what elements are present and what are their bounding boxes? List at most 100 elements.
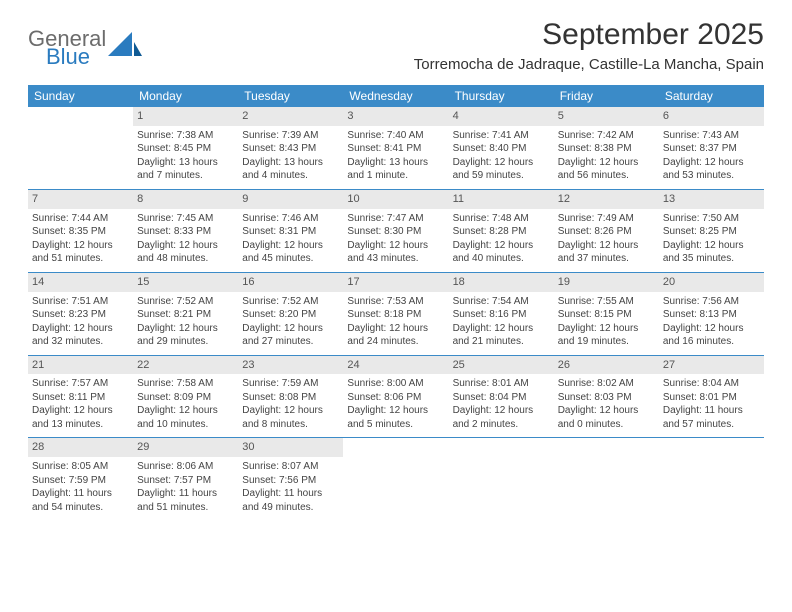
day-number: 19 [554,273,659,292]
sunset-text: Sunset: 7:57 PM [137,474,234,488]
day-cell: 30Sunrise: 8:07 AMSunset: 7:56 PMDayligh… [238,438,343,520]
day-number: 21 [28,356,133,375]
sunrise-text: Sunrise: 8:01 AM [453,377,550,391]
sunrise-text: Sunrise: 7:59 AM [242,377,339,391]
sunrise-text: Sunrise: 7:54 AM [453,295,550,309]
daylight-text: Daylight: 12 hours and 48 minutes. [137,239,234,266]
empty-cell [449,438,554,520]
weekday-sunday: Sunday [28,85,133,107]
day-cell: 26Sunrise: 8:02 AMSunset: 8:03 PMDayligh… [554,356,659,438]
day-cell: 10Sunrise: 7:47 AMSunset: 8:30 PMDayligh… [343,190,448,272]
day-cell: 6Sunrise: 7:43 AMSunset: 8:37 PMDaylight… [659,107,764,189]
day-cell: 3Sunrise: 7:40 AMSunset: 8:41 PMDaylight… [343,107,448,189]
day-cell: 7Sunrise: 7:44 AMSunset: 8:35 PMDaylight… [28,190,133,272]
day-cell: 27Sunrise: 8:04 AMSunset: 8:01 PMDayligh… [659,356,764,438]
day-number: 5 [554,107,659,126]
daylight-text: Daylight: 12 hours and 10 minutes. [137,404,234,431]
day-cell: 2Sunrise: 7:39 AMSunset: 8:43 PMDaylight… [238,107,343,189]
sunset-text: Sunset: 8:33 PM [137,225,234,239]
sunset-text: Sunset: 8:25 PM [663,225,760,239]
sunrise-text: Sunrise: 7:52 AM [137,295,234,309]
empty-cell [28,107,133,189]
day-number: 11 [449,190,554,209]
day-number: 10 [343,190,448,209]
daylight-text: Daylight: 12 hours and 43 minutes. [347,239,444,266]
daylight-text: Daylight: 12 hours and 56 minutes. [558,156,655,183]
day-cell: 12Sunrise: 7:49 AMSunset: 8:26 PMDayligh… [554,190,659,272]
daylight-text: Daylight: 12 hours and 51 minutes. [32,239,129,266]
day-cell: 14Sunrise: 7:51 AMSunset: 8:23 PMDayligh… [28,273,133,355]
day-cell: 15Sunrise: 7:52 AMSunset: 8:21 PMDayligh… [133,273,238,355]
sunrise-text: Sunrise: 7:46 AM [242,212,339,226]
daylight-text: Daylight: 12 hours and 8 minutes. [242,404,339,431]
daylight-text: Daylight: 12 hours and 40 minutes. [453,239,550,266]
weekday-header-row: SundayMondayTuesdayWednesdayThursdayFrid… [28,85,764,107]
sunrise-text: Sunrise: 8:04 AM [663,377,760,391]
daylight-text: Daylight: 12 hours and 45 minutes. [242,239,339,266]
day-cell: 13Sunrise: 7:50 AMSunset: 8:25 PMDayligh… [659,190,764,272]
sunrise-text: Sunrise: 7:48 AM [453,212,550,226]
day-number: 28 [28,438,133,457]
sunrise-text: Sunrise: 7:52 AM [242,295,339,309]
day-number: 6 [659,107,764,126]
day-number: 14 [28,273,133,292]
sunset-text: Sunset: 8:23 PM [32,308,129,322]
sunrise-text: Sunrise: 7:58 AM [137,377,234,391]
sunrise-text: Sunrise: 8:05 AM [32,460,129,474]
daylight-text: Daylight: 12 hours and 29 minutes. [137,322,234,349]
day-cell: 4Sunrise: 7:41 AMSunset: 8:40 PMDaylight… [449,107,554,189]
sunset-text: Sunset: 7:56 PM [242,474,339,488]
sunset-text: Sunset: 8:26 PM [558,225,655,239]
daylight-text: Daylight: 13 hours and 1 minute. [347,156,444,183]
sunrise-text: Sunrise: 7:57 AM [32,377,129,391]
day-cell: 21Sunrise: 7:57 AMSunset: 8:11 PMDayligh… [28,356,133,438]
day-number: 23 [238,356,343,375]
daylight-text: Daylight: 12 hours and 59 minutes. [453,156,550,183]
day-number: 1 [133,107,238,126]
day-number: 8 [133,190,238,209]
weekday-tuesday: Tuesday [238,85,343,107]
day-number: 12 [554,190,659,209]
day-cell: 22Sunrise: 7:58 AMSunset: 8:09 PMDayligh… [133,356,238,438]
day-number: 27 [659,356,764,375]
day-number: 16 [238,273,343,292]
daylight-text: Daylight: 13 hours and 4 minutes. [242,156,339,183]
sunrise-text: Sunrise: 7:38 AM [137,129,234,143]
sunrise-text: Sunrise: 7:44 AM [32,212,129,226]
week-row: 21 Sunrise: 7:57 AMSunset: 8:11 PM Dayligh… [28,356,764,439]
daylight-text: Daylight: 13 hours and 7 minutes. [137,156,234,183]
sunrise-text: Sunrise: 7:56 AM [663,295,760,309]
sail-icon [108,32,142,65]
daylight-text: Daylight: 12 hours and 19 minutes. [558,322,655,349]
day-number: 4 [449,107,554,126]
day-number: 24 [343,356,448,375]
sunrise-text: Sunrise: 7:40 AM [347,129,444,143]
sunrise-text: Sunrise: 7:43 AM [663,129,760,143]
week-row: 28Sunrise: 8:05 AMSunset: 7:59 PMDayligh… [28,438,764,520]
sunrise-text: Sunrise: 7:42 AM [558,129,655,143]
empty-cell [343,438,448,520]
daylight-text: Daylight: 11 hours and 49 minutes. [242,487,339,514]
empty-cell [554,438,659,520]
daylight-text: Daylight: 12 hours and 32 minutes. [32,322,129,349]
day-number: 25 [449,356,554,375]
sunset-text: Sunset: 8:11 PM [32,391,129,405]
sunrise-text: Sunrise: 7:55 AM [558,295,655,309]
day-number: 2 [238,107,343,126]
sunset-text: Sunset: 8:31 PM [242,225,339,239]
sunrise-text: Sunrise: 8:06 AM [137,460,234,474]
day-cell: 28Sunrise: 8:05 AMSunset: 7:59 PMDayligh… [28,438,133,520]
daylight-text: Daylight: 11 hours and 57 minutes. [663,404,760,431]
day-cell: 24Sunrise: 8:00 AMSunset: 8:06 PMDayligh… [343,356,448,438]
day-cell: 18Sunrise: 7:54 AMSunset: 8:16 PMDayligh… [449,273,554,355]
sunset-text: Sunset: 8:03 PM [558,391,655,405]
day-number: 20 [659,273,764,292]
sunset-text: Sunset: 8:15 PM [558,308,655,322]
daylight-text: Daylight: 12 hours and 27 minutes. [242,322,339,349]
weekday-wednesday: Wednesday [343,85,448,107]
day-cell: 19 Sunrise: 7:55 AMSunset: 8:15 PMDayligh… [554,273,659,355]
sunset-text: Sunset: 8:16 PM [453,308,550,322]
sunrise-text: Sunrise: 7:49 AM [558,212,655,226]
daylight-text: Daylight: 12 hours and 0 minutes. [558,404,655,431]
daylight-text: Daylight: 12 hours and 2 minutes. [453,404,550,431]
